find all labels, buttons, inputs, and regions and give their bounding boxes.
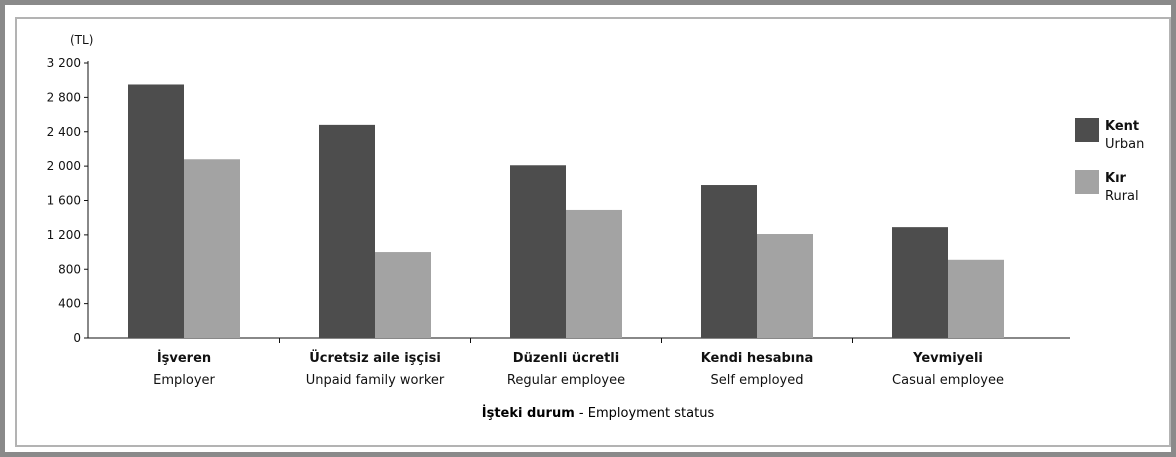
bar-urban-3 [701,185,757,338]
x-category-label-tr: İşveren [157,350,211,366]
x-category-label-en: Self employed [711,373,804,388]
bar-urban-1 [319,124,375,338]
x-axis-title-tr: İşteki durum [482,405,575,421]
x-category-label-tr: Düzenli ücretli [513,351,619,366]
axes: 0 400 800 1 200 1 600 2 000 2 400 2 800 3 200 [47,56,1070,345]
legend-swatch-rural [1075,170,1099,194]
bar-urban-4 [892,227,948,338]
bars [128,84,1004,338]
bar-rural-2 [566,209,622,338]
y-tick-label: 2 000 [47,159,81,173]
x-axis-title-en: Employment status [588,406,715,421]
bar-rural-0 [184,159,240,338]
x-category-label-en: Employer [153,373,215,388]
x-axis-title-sep: - [575,406,588,421]
legend-label-tr: Kır [1105,171,1127,186]
legend-label-en: Urban [1105,137,1144,152]
bar-rural-1 [375,252,431,338]
y-tick-label: 3 200 [47,56,81,70]
x-category-label-en: Unpaid family worker [306,373,445,388]
y-tick-label: 800 [58,262,81,276]
y-unit-label: (TL) [70,33,93,47]
y-tick-label: 2 800 [47,90,81,104]
legend-swatch-urban [1075,118,1099,142]
bar-rural-3 [757,234,813,338]
y-tick-label: 1 200 [47,228,81,242]
legend-label-tr: Kent [1105,119,1139,134]
chart-inner-border [15,17,1171,447]
legend: Kent Urban Kır Rural [1075,118,1144,204]
x-category-label-en: Regular employee [507,373,625,388]
legend-label-en: Rural [1105,189,1139,204]
bar-rural-4 [948,259,1004,338]
x-axis-title: İşteki durum - Employment status [482,405,715,421]
x-category-label-tr: Kendi hesabına [701,351,814,366]
bar-urban-0 [128,84,184,338]
y-tick-label: 400 [58,297,81,311]
bar-urban-2 [510,165,566,338]
x-category-label-tr: Ücretsiz aile işçisi [309,350,441,366]
x-category-labels: İşveren Employer Ücretsiz aile işçisi Unpai… [153,350,1004,388]
y-tick-label: 2 400 [47,125,81,139]
y-tick-label: 0 [73,331,81,345]
x-category-label-en: Casual employee [892,373,1004,388]
x-category-label-tr: Yevmiyeli [912,351,983,366]
y-tick-label: 1 600 [47,194,81,208]
